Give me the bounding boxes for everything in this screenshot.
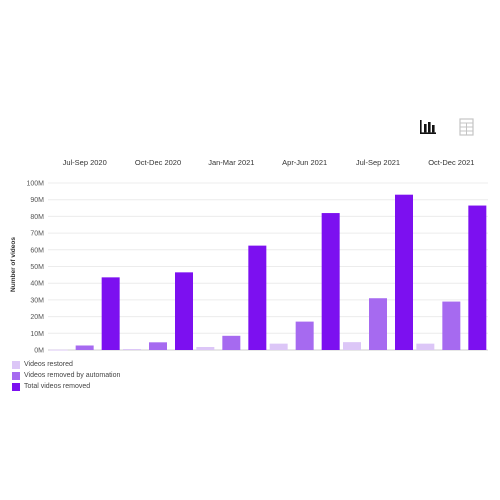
y-tick-label: 20M [30, 314, 44, 321]
bar [269, 343, 288, 350]
legend-swatch [12, 360, 20, 369]
y-tick-label: 90M [30, 197, 44, 204]
category-label: Jan-Mar 2021 [208, 158, 254, 167]
y-tick-label: 80M [30, 214, 44, 221]
y-tick-label: 100M [26, 181, 44, 188]
bar-chart: 0M 10M 20M 30M 40M 50M 60M 70M 80M 90M 100M Number … [10, 158, 488, 355]
bar [175, 272, 193, 350]
legend-swatch [12, 371, 20, 380]
category-label: Oct-Dec 2020 [135, 158, 181, 167]
y-axis-label: Number of videos [10, 237, 17, 292]
bar [222, 335, 241, 350]
legend-label: Videos removed by automation [24, 372, 121, 379]
y-tick-label: 70M [30, 231, 44, 238]
bar [468, 205, 487, 350]
category-label: Apr-Jun 2021 [282, 158, 327, 167]
bar-chart-icon[interactable] [418, 117, 438, 137]
bar [248, 245, 267, 350]
legend-item: Videos restored [12, 359, 120, 370]
y-tick-label: 0M [34, 348, 44, 355]
y-tick-label: 60M [30, 247, 44, 254]
category-label: Jul-Sep 2020 [63, 158, 107, 167]
bar [149, 342, 167, 350]
chart-legend: Videos restored Videos removed by automat… [12, 359, 120, 392]
table-icon[interactable] [457, 117, 477, 137]
chart-view-toggle [418, 117, 478, 139]
bar [343, 342, 361, 350]
bar [321, 213, 340, 350]
bar [295, 321, 314, 350]
bar [49, 349, 68, 351]
legend-label: Videos restored [24, 361, 73, 368]
category-label: Oct-Dec 2021 [428, 158, 474, 167]
y-tick-label: 30M [30, 297, 44, 304]
legend-label: Total videos removed [24, 383, 91, 390]
bar [101, 277, 120, 350]
y-tick-label: 40M [30, 281, 44, 288]
bar [369, 298, 387, 350]
y-tick-label: 50M [30, 264, 44, 271]
bar [442, 301, 461, 350]
legend-item: Videos removed by automation [12, 370, 120, 381]
legend-item: Total videos removed [12, 381, 120, 392]
bar [416, 343, 435, 350]
category-label: Jul-Sep 2021 [356, 158, 400, 167]
bar [395, 194, 413, 350]
bar [196, 346, 215, 350]
legend-swatch [12, 382, 20, 391]
bar [75, 345, 94, 350]
bar [123, 348, 141, 350]
y-tick-label: 10M [30, 331, 44, 338]
